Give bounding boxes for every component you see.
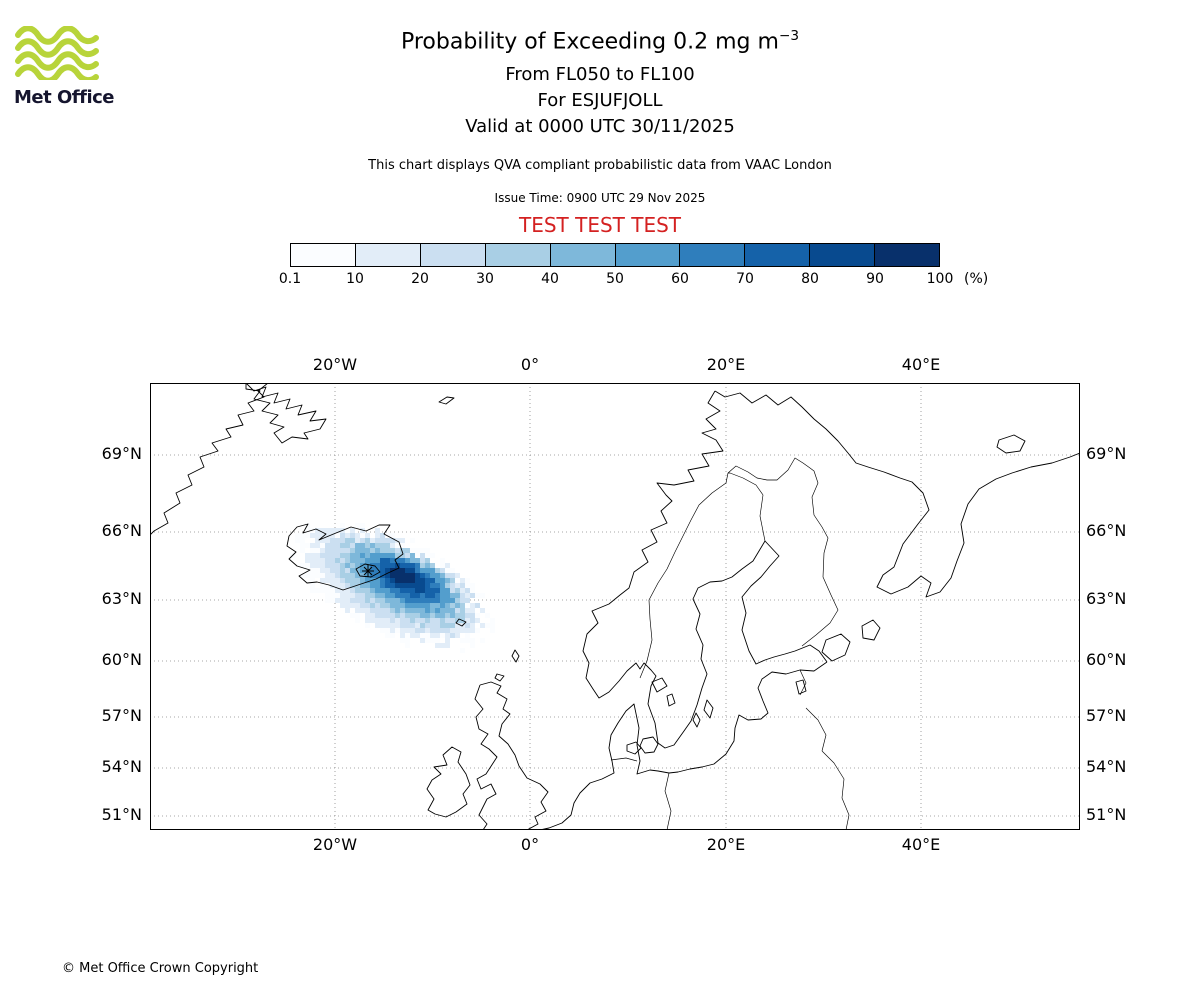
coastline-russia-north [714, 390, 1080, 598]
lat-tick-right-54n: 54°N [1086, 757, 1127, 776]
coastline-jan-mayen [438, 396, 455, 405]
lat-tick-left-57n: 57°N [101, 706, 142, 725]
lon-tick-top-20e: 20°E [706, 355, 746, 374]
lat-tick-left-63n: 63°N [101, 589, 142, 608]
border-germany-poland [664, 772, 672, 830]
lon-tick-bottom-20e: 20°E [706, 835, 746, 854]
colorbar-tick-8: 80 [801, 271, 819, 287]
coastline-shetland [511, 649, 520, 663]
title-main: Probability of Exceeding 0.2 mg m [400, 29, 779, 55]
coastline-faroes [455, 618, 467, 627]
probability-colorbar: 0.1 10 20 30 40 50 60 70 80 90 100 (%) [279, 243, 988, 291]
colorbar-tick-6: 60 [671, 271, 689, 287]
coastline-ireland [426, 746, 471, 818]
colorbar-tick-2: 20 [411, 271, 429, 287]
lon-tick-top-0: 0° [520, 355, 540, 374]
qva-description: This chart displays QVA compliant probab… [368, 158, 832, 173]
colorbar-segment [291, 244, 356, 266]
colorbar-segment [810, 244, 876, 266]
border-norway-sweden [639, 472, 729, 679]
colorbar-tick-7: 70 [736, 271, 754, 287]
coastline-orkney [494, 673, 505, 682]
lat-tick-left-60n: 60°N [101, 650, 142, 669]
lat-tick-right-51n: 51°N [1086, 805, 1127, 824]
coastline-greenland-fjords [245, 383, 327, 444]
colorbar-segment [485, 244, 551, 266]
lon-tick-top-20w: 20°W [312, 355, 358, 374]
coastlines [150, 383, 1080, 830]
lat-tick-left-51n: 51°N [101, 805, 142, 824]
colorbar-segment [550, 244, 616, 266]
border-baltic-states [799, 669, 850, 830]
lat-tick-right-63n: 63°N [1086, 589, 1127, 608]
colorbar-segment [680, 244, 746, 266]
colorbar-segment [745, 244, 811, 266]
colorbar-segment [355, 244, 421, 266]
colorbar-tick-4: 40 [541, 271, 559, 287]
met-office-logo: Met Office [14, 25, 124, 108]
colorbar-tick-3: 30 [476, 271, 494, 287]
coastline-greenland [150, 383, 269, 536]
colorbar-unit-label: (%) [964, 271, 989, 287]
coastline-baltic-south [539, 661, 828, 830]
lakes [651, 619, 881, 707]
border-denmark-germany [610, 757, 638, 762]
lat-tick-right-57n: 57°N [1086, 706, 1127, 725]
coastline-iceland [286, 523, 404, 591]
colorbar-tick-0: 0.1 [278, 271, 302, 287]
colorbar-tick-9: 90 [866, 271, 884, 287]
title-exponent: −3 [778, 28, 800, 44]
lon-tick-bottom-40e: 40°E [901, 835, 941, 854]
colorbar-tick-5: 50 [606, 271, 624, 287]
map-frame [150, 383, 1080, 830]
issue-time: Issue Time: 0900 UTC 29 Nov 2025 [494, 191, 706, 205]
ash-probability-plume [290, 523, 495, 653]
met-office-waves-icon [15, 25, 99, 84]
coastline-great-britain [474, 681, 549, 830]
lon-tick-bottom-0: 0° [520, 835, 540, 854]
coastline-gotland [692, 699, 714, 728]
lat-tick-right-60n: 60°N [1086, 650, 1127, 669]
test-banner: TEST TEST TEST [518, 213, 681, 237]
coastline-scandinavia [582, 390, 828, 749]
outline-vatnajokull [355, 563, 381, 578]
lon-tick-bottom-20w: 20°W [312, 835, 358, 854]
border-finland-russia [727, 457, 839, 647]
national-borders [610, 457, 850, 830]
colorbar-ticks: 0.1 10 20 30 40 50 60 70 80 90 100 (%) [279, 271, 988, 291]
coastline-denmark-islands [626, 736, 659, 755]
map-canvas [150, 383, 1080, 830]
subtitle-volcano: For ESJUFJOLL [537, 90, 663, 111]
colorbar-segment [615, 244, 681, 266]
lat-tick-left-69n: 69°N [101, 444, 142, 463]
page-title: Probability of Exceeding 0.2 mg m−3 [0, 28, 1200, 54]
copyright-notice: © Met Office Crown Copyright [62, 961, 259, 976]
colorbar-segment [875, 244, 940, 266]
colorbar-segment [420, 244, 486, 266]
border-sweden-finland [728, 472, 766, 542]
graticule [150, 383, 1080, 830]
coastline-kolguyev [996, 434, 1026, 454]
lat-tick-left-66n: 66°N [101, 521, 142, 540]
colorbar-tick-1: 10 [346, 271, 364, 287]
colorbar-tick-10: 100 [926, 271, 954, 287]
colorbar-gradient [290, 243, 940, 267]
met-office-logo-text: Met Office [14, 87, 115, 108]
lat-tick-right-66n: 66°N [1086, 521, 1127, 540]
lat-tick-right-69n: 69°N [1086, 444, 1127, 463]
lon-tick-top-40e: 40°E [901, 355, 941, 374]
volcano-marker-esjufjoll [362, 565, 374, 577]
lat-tick-left-54n: 54°N [101, 757, 142, 776]
subtitle-valid-time: Valid at 0000 UTC 30/11/2025 [465, 116, 735, 137]
subtitle-flight-levels: From FL050 to FL100 [505, 64, 695, 85]
